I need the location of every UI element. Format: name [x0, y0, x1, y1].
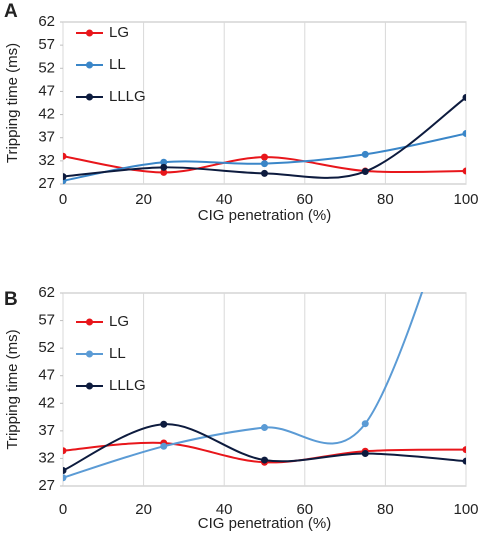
legend-marker	[86, 382, 93, 390]
y-tick-label: 37	[38, 422, 55, 439]
x-tick-label: 100	[453, 501, 478, 518]
y-tick-label: 32	[38, 449, 55, 466]
data-point	[261, 169, 268, 177]
series-line	[63, 292, 424, 479]
data-point	[160, 442, 168, 450]
panel-label: A	[4, 1, 18, 22]
legend-marker	[86, 350, 93, 358]
panel-label: B	[4, 289, 18, 310]
data-point	[261, 153, 268, 161]
data-point	[361, 168, 369, 176]
x-tick-label: 0	[59, 501, 67, 518]
data-point	[63, 467, 67, 475]
y-tick-label: 47	[38, 367, 55, 384]
data-point	[361, 150, 369, 158]
y-tick-label: 42	[38, 106, 55, 123]
x-tick-label: 40	[216, 501, 233, 518]
chart: A 0 20 40 60 80 100 27 32 37 42 47 52 57 62 CIG penetra…	[4, 1, 479, 224]
legend-label: LLLG	[109, 88, 146, 105]
legend-marker	[86, 29, 93, 37]
y-axis-label: Tripping time (ms)	[4, 329, 21, 449]
x-tick-label: 20	[135, 191, 152, 208]
legend-marker	[86, 61, 93, 69]
x-axis-label: CIG penetration (%)	[198, 515, 331, 532]
data-point	[462, 457, 466, 465]
legend-label: LG	[109, 24, 129, 41]
data-point	[462, 93, 466, 101]
legend-marker	[86, 318, 93, 326]
legend-label: LL	[109, 56, 126, 73]
y-tick-label: 42	[38, 394, 55, 411]
plot	[63, 292, 466, 482]
y-tick-label: 27	[38, 477, 55, 494]
x-tick-label: 80	[377, 191, 394, 208]
legend-label: LLLG	[109, 377, 146, 394]
x-tick-label: 100	[453, 191, 478, 208]
data-point	[160, 168, 168, 176]
y-tick-label: 62	[38, 284, 55, 301]
data-point	[160, 163, 168, 171]
y-tick-label: 62	[38, 13, 55, 30]
plot	[63, 93, 466, 185]
y-tick-label: 52	[38, 59, 55, 76]
x-tick-label: 0	[59, 191, 67, 208]
x-tick-label: 60	[296, 501, 313, 518]
legend-label: LG	[109, 313, 129, 330]
data-point	[63, 152, 67, 160]
data-point	[160, 158, 168, 166]
data-point	[462, 167, 466, 175]
data-point	[462, 130, 466, 138]
y-tick-label: 57	[38, 312, 55, 329]
data-point	[462, 446, 466, 454]
data-point	[63, 447, 67, 455]
data-point	[261, 424, 268, 432]
data-point	[63, 474, 67, 482]
y-tick-label: 47	[38, 82, 55, 99]
x-axis-label: CIG penetration (%)	[198, 207, 331, 224]
data-point	[261, 160, 268, 168]
data-point	[361, 449, 369, 457]
x-tick-label: 40	[216, 191, 233, 208]
y-tick-label: 37	[38, 129, 55, 146]
chart: B 0 20 40 60 80 100 27 32 37 42 47 52 57 62 CIG penetra…	[4, 284, 479, 532]
y-tick-label: 32	[38, 152, 55, 169]
data-point	[361, 420, 369, 428]
x-tick-label: 80	[377, 501, 394, 518]
legend-label: LL	[109, 345, 126, 362]
y-tick-label: 27	[38, 175, 55, 192]
y-axis-label: Tripping time (ms)	[4, 43, 21, 163]
y-tick-label: 52	[38, 339, 55, 356]
x-tick-label: 60	[296, 191, 313, 208]
x-tick-label: 20	[135, 501, 152, 518]
data-point	[160, 420, 168, 428]
legend-marker	[86, 93, 93, 101]
data-point	[261, 456, 268, 464]
data-point	[63, 173, 67, 181]
y-tick-label: 57	[38, 36, 55, 53]
